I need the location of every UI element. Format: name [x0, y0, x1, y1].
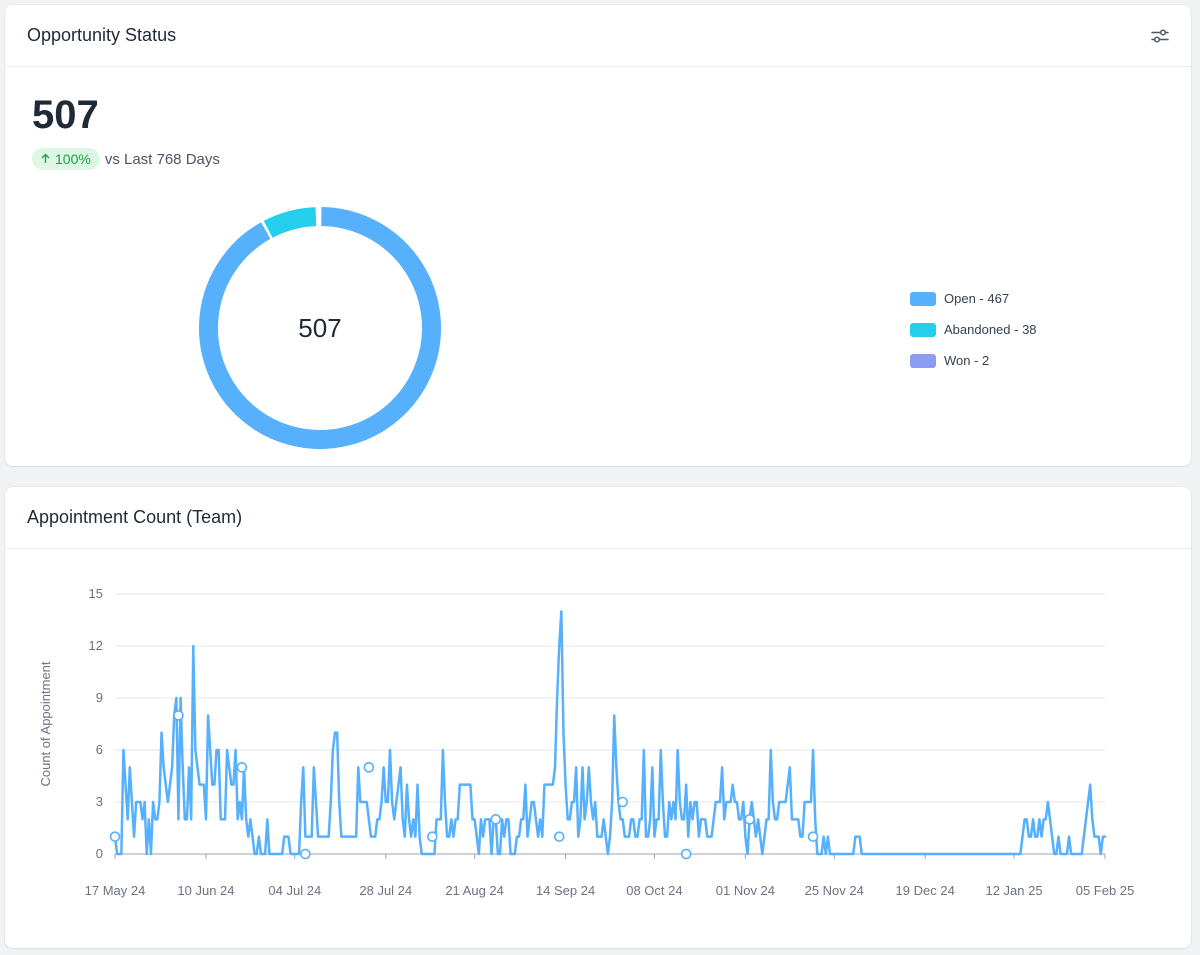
legend-label: Abandoned - 38	[944, 322, 1037, 337]
y-tick-label: 12	[89, 638, 103, 653]
series-point-marker[interactable]	[236, 762, 248, 773]
series-markers	[109, 710, 819, 860]
series-point-marker[interactable]	[553, 831, 565, 842]
series-point-marker[interactable]	[490, 814, 502, 825]
series-point-marker[interactable]	[300, 848, 311, 860]
x-tick-label: 08 Oct 24	[626, 883, 682, 898]
x-tick-label: 21 Aug 24	[445, 883, 504, 898]
y-tick-label: 3	[96, 794, 103, 809]
series-point-marker[interactable]	[109, 831, 121, 842]
arrow-up-icon	[40, 151, 51, 167]
x-tick-label: 25 Nov 24	[805, 883, 864, 898]
y-tick-label: 15	[89, 586, 103, 601]
appointment-count-card: Appointment Count (Team) 0 3 6 9 12 15 17 May…	[5, 487, 1191, 948]
x-tick-label: 28 Jul 24	[359, 883, 412, 898]
donut-slice-open[interactable]	[199, 207, 441, 449]
legend-item[interactable]: Abandoned - 38	[910, 314, 1037, 345]
y-axis-label: Count of Appointment	[38, 661, 53, 786]
x-tick-label: 05 Feb 25	[1076, 883, 1135, 898]
y-axis-ticks: 0 3 6 9 12 15	[89, 586, 103, 861]
total-opportunities-value: 507	[32, 93, 99, 137]
legend-label: Open - 467	[944, 291, 1010, 306]
legend-label: Won - 2	[944, 353, 990, 368]
opportunity-status-header: Opportunity Status	[5, 5, 1191, 67]
appointment-series-line	[113, 610, 1107, 856]
x-tick-label: 04 Jul 24	[268, 883, 321, 898]
y-tick-label: 0	[96, 846, 103, 861]
trend-percent: 100%	[55, 151, 91, 167]
legend-swatch	[910, 291, 936, 306]
legend-item[interactable]: Won - 2	[910, 345, 1037, 376]
x-tick-label: 19 Dec 24	[896, 883, 955, 898]
x-tick-label: 17 May 24	[85, 883, 146, 898]
opportunity-donut-chart: 507	[199, 207, 441, 449]
series-point-marker[interactable]	[427, 831, 438, 842]
donut-legend: Open - 467 Abandoned - 38 Won - 2	[910, 283, 1037, 376]
y-tick-label: 6	[96, 742, 103, 757]
x-tick-label: 14 Sep 24	[536, 883, 595, 898]
x-axis-ticks: 17 May 24 10 Jun 24 04 Jul 24 28 Jul 24 21 A…	[85, 854, 1135, 898]
series-point-marker[interactable]	[173, 710, 184, 721]
trend-comparison-text: vs Last 768 Days	[104, 150, 220, 168]
chart-grid	[115, 593, 1105, 855]
series-point-marker[interactable]	[744, 814, 755, 825]
appointment-count-header: Appointment Count (Team)	[5, 487, 1191, 549]
appointment-line-chart: 0 3 6 9 12 15 17 May 24 10 Jun 24 04 Jul 24 28 J…	[38, 586, 1135, 898]
legend-swatch	[910, 322, 936, 337]
card-title: Opportunity Status	[27, 25, 177, 45]
x-tick-label: 12 Jan 25	[985, 883, 1042, 898]
trend-row: 100% vs Last 768 Days	[32, 148, 220, 170]
x-tick-label: 10 Jun 24	[177, 883, 234, 898]
filter-icon[interactable]	[1151, 27, 1169, 45]
series-point-marker[interactable]	[680, 848, 692, 860]
donut-center-value: 507	[298, 313, 341, 343]
legend-item[interactable]: Open - 467	[910, 283, 1037, 314]
x-tick-label: 01 Nov 24	[716, 883, 775, 898]
series-point-marker[interactable]	[807, 831, 819, 842]
y-tick-label: 9	[96, 690, 103, 705]
series-point-marker[interactable]	[363, 762, 375, 773]
card-title: Appointment Count (Team)	[27, 507, 243, 527]
trend-badge: 100%	[32, 148, 100, 170]
legend-swatch	[910, 353, 936, 368]
opportunity-status-card: Opportunity Status 507 100% vs Last 768 …	[5, 5, 1191, 466]
donut-slice-abandoned[interactable]	[263, 207, 317, 238]
series-point-marker[interactable]	[617, 796, 628, 808]
